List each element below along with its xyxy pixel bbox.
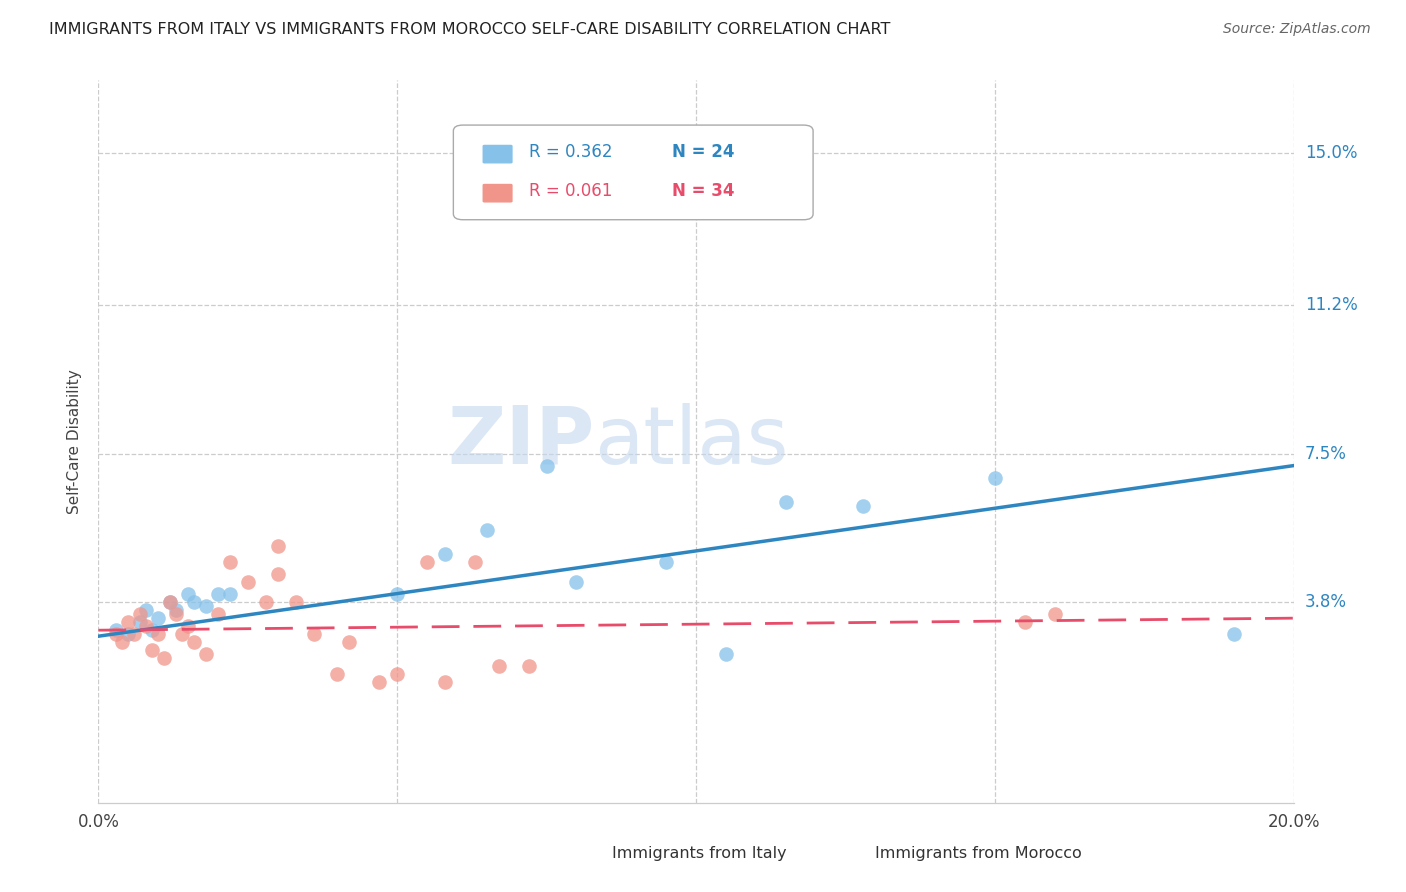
Point — [385, 667, 409, 681]
FancyBboxPatch shape — [453, 125, 813, 219]
Point — [267, 567, 290, 582]
Text: Immigrants from Morocco: Immigrants from Morocco — [876, 846, 1083, 861]
Point — [434, 675, 457, 690]
Point — [129, 615, 152, 630]
FancyBboxPatch shape — [564, 844, 599, 863]
Point — [153, 651, 176, 665]
Point — [655, 555, 678, 569]
Point — [565, 575, 588, 590]
Point — [165, 603, 187, 617]
FancyBboxPatch shape — [827, 844, 862, 863]
Text: R = 0.061: R = 0.061 — [529, 182, 612, 200]
Point — [183, 635, 205, 649]
Point — [117, 615, 139, 630]
Point — [207, 587, 229, 601]
FancyBboxPatch shape — [484, 185, 512, 202]
Point — [124, 627, 146, 641]
Point — [464, 555, 486, 569]
Point — [254, 595, 277, 609]
Point — [183, 595, 205, 609]
Point — [536, 458, 558, 473]
Point — [385, 587, 409, 601]
Text: IMMIGRANTS FROM ITALY VS IMMIGRANTS FROM MOROCCO SELF-CARE DISABILITY CORRELATIO: IMMIGRANTS FROM ITALY VS IMMIGRANTS FROM… — [49, 22, 890, 37]
Y-axis label: Self-Care Disability: Self-Care Disability — [67, 369, 83, 514]
Text: atlas: atlas — [595, 402, 789, 481]
Point — [1043, 607, 1066, 622]
Point — [195, 648, 218, 662]
Point — [302, 627, 325, 641]
Point — [159, 595, 181, 609]
Point — [339, 635, 361, 649]
Text: Source: ZipAtlas.com: Source: ZipAtlas.com — [1223, 22, 1371, 37]
Point — [284, 595, 307, 609]
Text: Immigrants from Italy: Immigrants from Italy — [613, 846, 787, 861]
Point — [105, 627, 128, 641]
Point — [1014, 615, 1036, 630]
Point — [135, 619, 157, 633]
Point — [177, 619, 200, 633]
Point — [267, 539, 290, 553]
Point — [326, 667, 349, 681]
Point — [488, 659, 510, 673]
Point — [434, 547, 457, 561]
Point — [165, 607, 187, 622]
Point — [172, 627, 194, 641]
Point — [775, 494, 797, 508]
Point — [117, 627, 139, 641]
Point — [129, 607, 152, 622]
Point — [207, 607, 229, 622]
Text: ZIP: ZIP — [447, 402, 595, 481]
Text: 7.5%: 7.5% — [1305, 444, 1347, 463]
Point — [475, 523, 498, 537]
Text: R = 0.362: R = 0.362 — [529, 143, 612, 161]
Point — [219, 555, 242, 569]
Point — [714, 648, 737, 662]
Point — [984, 471, 1007, 485]
Point — [177, 587, 200, 601]
Point — [111, 635, 134, 649]
Point — [416, 555, 439, 569]
Point — [219, 587, 242, 601]
FancyBboxPatch shape — [484, 145, 512, 163]
Text: 3.8%: 3.8% — [1305, 593, 1347, 611]
Text: 11.2%: 11.2% — [1305, 296, 1357, 314]
Point — [148, 611, 170, 625]
Point — [135, 603, 157, 617]
Point — [1223, 627, 1246, 641]
Point — [195, 599, 218, 614]
Point — [141, 643, 163, 657]
Point — [159, 595, 181, 609]
Point — [236, 575, 259, 590]
Text: N = 24: N = 24 — [672, 143, 734, 161]
Point — [148, 627, 170, 641]
Point — [141, 623, 163, 637]
Text: 15.0%: 15.0% — [1305, 144, 1357, 161]
Text: N = 34: N = 34 — [672, 182, 734, 200]
Point — [517, 659, 540, 673]
Point — [852, 499, 875, 513]
Point — [368, 675, 391, 690]
Point — [105, 623, 128, 637]
